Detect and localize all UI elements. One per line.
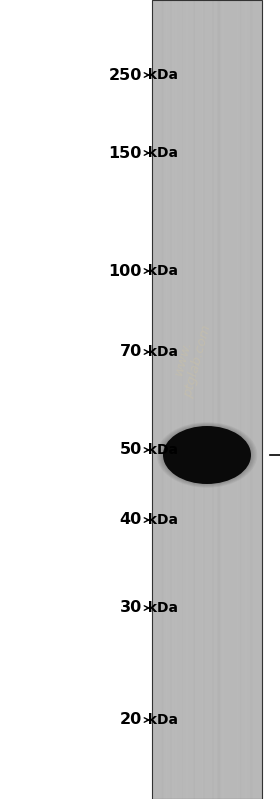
Text: 70: 70 [120,344,142,360]
Bar [202,0,205,799]
Bar [193,0,195,799]
Ellipse shape [159,423,255,487]
Text: 30: 30 [120,601,142,615]
Bar [170,0,172,799]
Text: 50: 50 [120,443,142,458]
Text: 40: 40 [120,512,142,527]
Bar [162,0,164,799]
Text: kDa: kDa [143,345,178,359]
Bar [212,0,214,799]
Ellipse shape [158,423,256,487]
Bar [237,0,238,799]
Bar [226,0,227,799]
Bar [202,0,203,799]
Text: 150: 150 [109,145,142,161]
Bar [166,0,167,799]
Bar [181,0,183,799]
Bar [252,0,253,799]
Bar [218,0,221,799]
Ellipse shape [163,426,251,484]
Bar [160,0,163,799]
Bar [172,0,174,799]
Bar [257,0,259,799]
Bar [240,0,242,799]
Text: kDa: kDa [143,264,178,278]
Text: www.
ptglab.com: www. ptglab.com [167,320,214,400]
Ellipse shape [157,422,257,487]
Bar [260,0,262,799]
Bar [222,0,224,799]
Text: 250: 250 [109,67,142,82]
Bar [152,0,262,799]
Ellipse shape [160,424,253,486]
Text: 100: 100 [109,264,142,279]
Bar [218,0,220,799]
Bar [245,0,247,799]
Bar [249,0,252,799]
Bar [240,0,241,799]
Bar [153,0,154,799]
Text: kDa: kDa [143,146,178,160]
Text: kDa: kDa [143,601,178,615]
Ellipse shape [162,425,252,485]
Bar [176,0,177,799]
Text: kDa: kDa [143,443,178,457]
Bar [160,0,161,799]
Text: 20: 20 [120,713,142,728]
Bar [186,0,188,799]
Text: kDa: kDa [143,68,178,82]
Text: kDa: kDa [143,513,178,527]
Bar [167,0,168,799]
Bar [152,0,262,799]
Bar [157,0,159,799]
Bar [194,0,195,799]
Text: kDa: kDa [143,713,178,727]
Bar [217,0,218,799]
